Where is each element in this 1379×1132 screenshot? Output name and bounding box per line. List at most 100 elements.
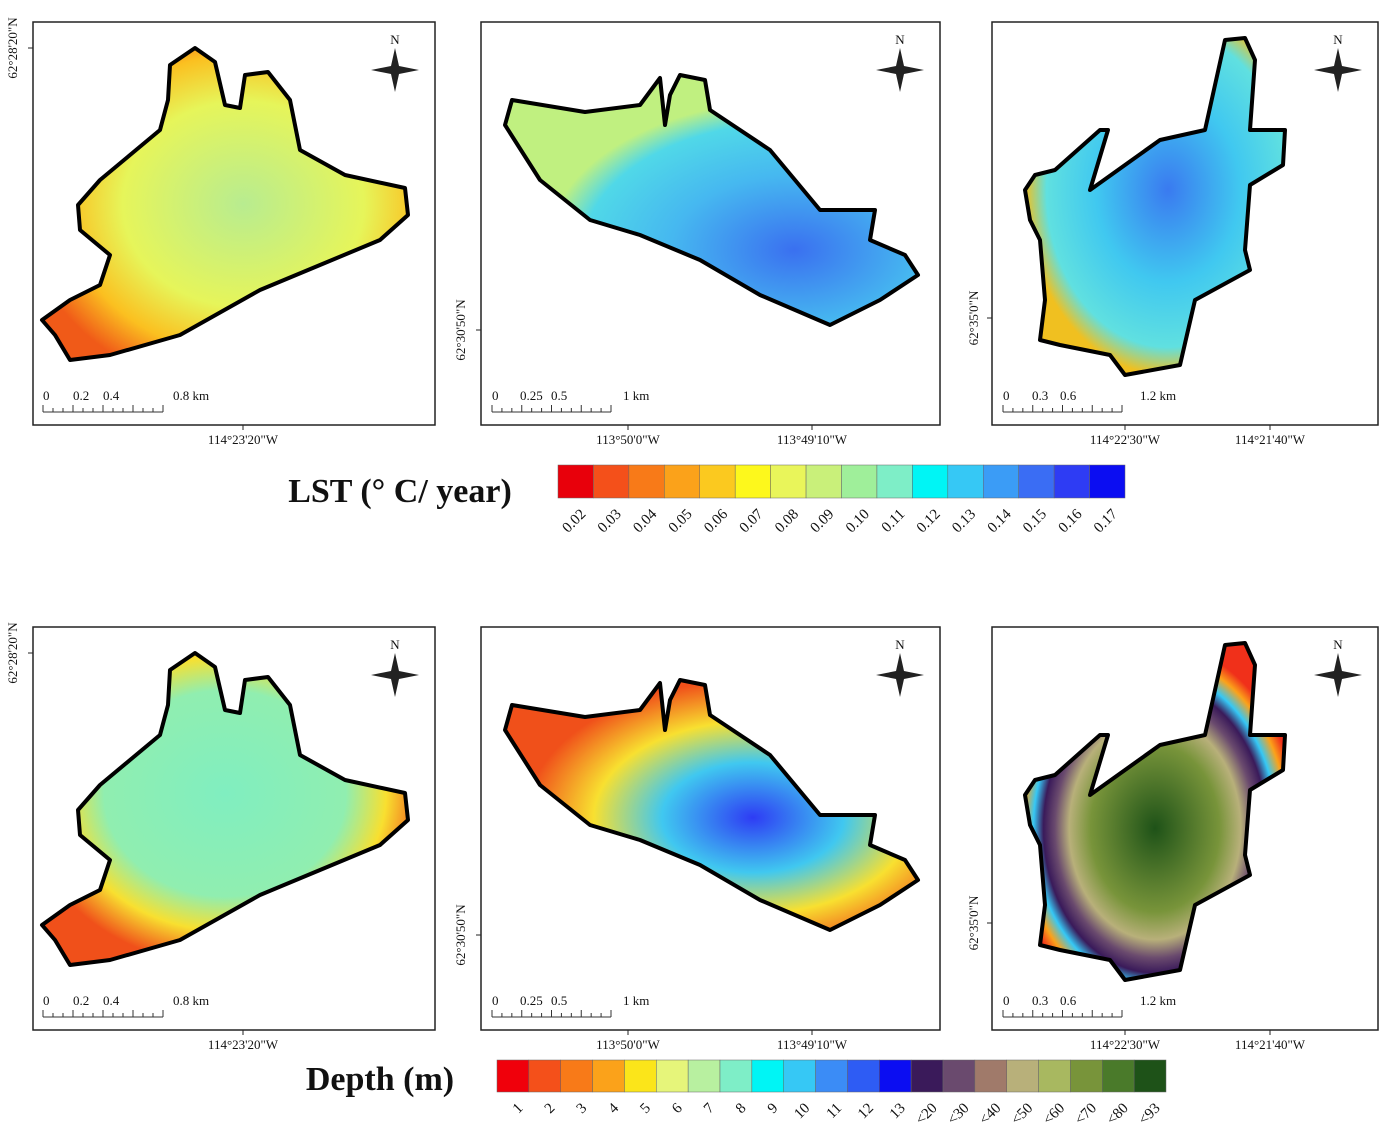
scale-label: 0.2 [73,993,89,1008]
scale-label: 0 [1003,993,1010,1008]
legend-label: 11 [824,1100,846,1122]
legend-swatch [593,464,630,499]
scale-label: 1.2 km [1140,388,1176,403]
north-arrow [371,653,419,697]
legend-label: 0.03 [595,506,625,536]
y-coordinate-label: 62°35'0"N [966,290,981,345]
legend-label: 3 [574,1100,591,1117]
legend-swatch [841,464,878,499]
legend-swatch [783,1059,816,1093]
x-coordinate-label: 114°22'30"W [1090,432,1161,447]
x-coordinate-label: 113°49'10"W [777,1037,848,1052]
legend-label: 0.04 [630,506,660,536]
legend-swatch [770,464,807,499]
legend-label: 13 [887,1100,909,1122]
legend-label: 0.13 [949,506,979,536]
legend-label: 0.10 [843,506,873,536]
north-arrow [1314,653,1362,697]
scale-label: 0.5 [551,388,567,403]
legend-label: 0.09 [808,506,838,536]
x-coordinate-label: 113°50'0"W [596,1037,660,1052]
legend-swatch [876,464,913,499]
legend-label: 9 [765,1100,782,1117]
legend-swatch [805,464,842,499]
scale-label: 0.6 [1060,388,1077,403]
scale-label: 0 [43,993,50,1008]
scale-label: 0.6 [1060,993,1077,1008]
north-arrow [876,48,924,92]
legend-swatch [751,1059,784,1093]
legend-label: 2 [542,1100,559,1117]
x-coordinate-label: 114°21'40"W [1235,432,1306,447]
legend-label: <50 [1008,1100,1036,1128]
north-arrow [371,48,419,92]
legend-label: 8 [733,1100,750,1117]
legend-swatch [910,1059,944,1093]
x-coordinate-label: 113°49'10"W [777,432,848,447]
legend-label: <40 [976,1100,1004,1128]
north-label: N [1333,32,1343,47]
north-label: N [1333,637,1343,652]
legend-swatch [974,1059,1007,1093]
north-arrow [876,653,924,697]
scale-label: 0 [492,388,499,403]
legend-label: 1 [510,1100,527,1117]
lake [1023,641,1287,982]
lake [503,73,920,327]
y-coordinate-label: 62°28'20"N [5,17,20,79]
legend-label: <60 [1040,1100,1068,1128]
legend-swatch [656,1059,689,1093]
legend-swatch [496,1059,530,1093]
map-panel: N 62°30'50"N 113°50'0"W 113°49'10"W 0 0.25 0.5… [453,21,941,447]
scale-label: 0.25 [520,388,543,403]
lake [503,678,920,932]
north-label: N [895,32,905,47]
x-coordinate-label: 114°23'20"W [208,1037,279,1052]
legend-swatch [912,464,949,499]
scale-label: 0.2 [73,388,89,403]
scale-label: 0 [1003,388,1010,403]
north-label: N [390,32,400,47]
legend-swatch [592,1059,625,1093]
legend-swatch [624,1059,657,1093]
legend-label: 6 [669,1100,686,1117]
legend-swatch [719,1059,753,1093]
legend-swatch [628,464,665,499]
north-label: N [390,637,400,652]
legend-swatch [947,464,984,499]
x-coordinate-label: 113°50'0"W [596,432,660,447]
legend-swatch [1089,464,1126,499]
legend-swatch [1070,1059,1103,1093]
scale-label: 0.8 km [173,388,209,403]
map-panel: N 62°35'0"N 114°22'30"W 114°21'40"W 0 0.3 0.6 1… [966,21,1379,447]
legend-title: Depth (m) [306,1061,454,1098]
legend-label: 10 [791,1100,813,1122]
map-panel: N 62°28'20"N 114°23'20"W 0 0.2 0.4 0.8 km [5,17,436,447]
scale-label: 0.3 [1032,388,1048,403]
scale-label: 0.3 [1032,993,1048,1008]
y-coordinate-label: 62°30'50"N [453,299,468,361]
legend-label: <20 [913,1100,941,1128]
legend-label: <80 [1104,1100,1132,1128]
scale-label: 0.8 km [173,993,209,1008]
legend-swatch [879,1059,912,1093]
legend-label: 0.16 [1056,506,1086,536]
scale-label: 0.25 [520,993,543,1008]
scale-label: 0.4 [103,388,120,403]
legend-label: <70 [1072,1100,1100,1128]
scale-label: 1.2 km [1140,993,1176,1008]
legend-label: 0.12 [914,506,944,536]
north-arrow [1314,48,1362,92]
legend-swatch [557,464,594,499]
lake [1023,36,1287,377]
legend-swatch [699,464,736,499]
scale-label: 0 [43,388,50,403]
scale-label: 0.4 [103,993,120,1008]
legend-label: <93 [1136,1100,1164,1128]
map-panel: N 62°30'50"N 113°50'0"W 113°49'10"W 0 0.25 0.5… [453,626,941,1052]
legend-label: 0.05 [666,506,696,536]
legend-label: 0.17 [1091,506,1121,536]
legend-swatch [983,464,1019,499]
legend-title: LST (° C/ year) [288,473,512,510]
